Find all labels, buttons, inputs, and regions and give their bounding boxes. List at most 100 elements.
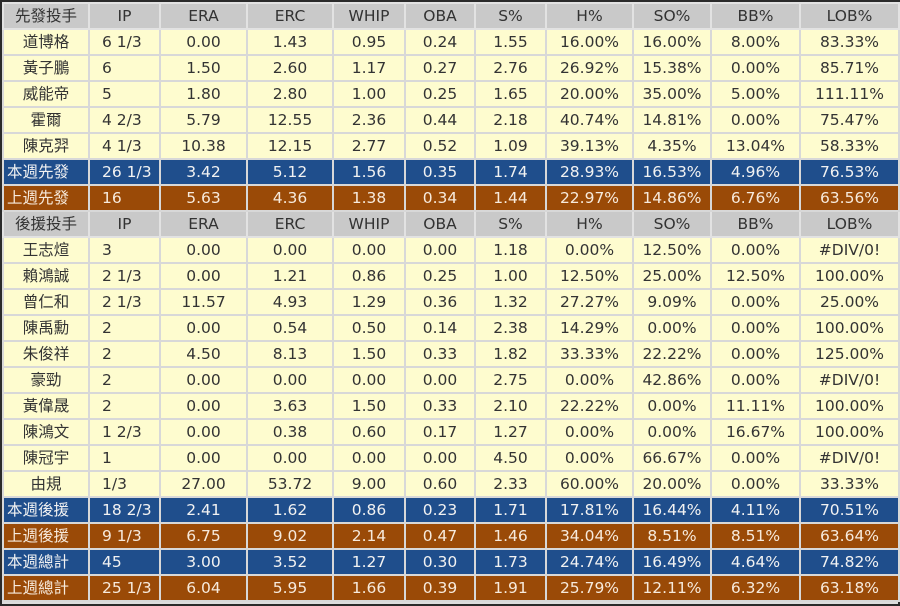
cell-name[interactable]: 上週總計 bbox=[2, 574, 90, 602]
cell-era[interactable]: 6.04 bbox=[159, 574, 248, 602]
column-header-bb-pct[interactable]: BB% bbox=[710, 210, 801, 238]
cell-h-pct[interactable]: 60.00% bbox=[545, 470, 634, 498]
cell-whip[interactable]: 0.86 bbox=[332, 496, 406, 524]
column-header-ip[interactable]: IP bbox=[88, 2, 161, 30]
cell-bb-pct[interactable]: 13.04% bbox=[710, 132, 801, 160]
cell-ip[interactable]: 4 1/3 bbox=[88, 132, 161, 160]
cell-bb-pct[interactable]: 8.00% bbox=[710, 28, 801, 56]
cell-era[interactable]: 0.00 bbox=[159, 236, 248, 264]
cell-h-pct[interactable]: 16.00% bbox=[545, 28, 634, 56]
cell-bb-pct[interactable]: 4.96% bbox=[710, 158, 801, 186]
cell-era[interactable]: 0.00 bbox=[159, 392, 248, 420]
cell-erc[interactable]: 5.12 bbox=[246, 158, 334, 186]
cell-erc[interactable]: 53.72 bbox=[246, 470, 334, 498]
cell-bb-pct[interactable]: 5.00% bbox=[710, 80, 801, 108]
cell-era[interactable]: 3.42 bbox=[159, 158, 248, 186]
cell-s-pct[interactable]: 2.33 bbox=[474, 470, 547, 498]
cell-s-pct[interactable]: 1.09 bbox=[474, 132, 547, 160]
cell-h-pct[interactable]: 20.00% bbox=[545, 80, 634, 108]
cell-whip[interactable]: 0.00 bbox=[332, 236, 406, 264]
cell-ip[interactable]: 6 bbox=[88, 54, 161, 82]
cell-lob-pct[interactable]: 70.51% bbox=[799, 496, 900, 524]
cell-erc[interactable]: 3.63 bbox=[246, 392, 334, 420]
column-header-era[interactable]: ERA bbox=[159, 210, 248, 238]
column-header-name[interactable]: 後援投手 bbox=[2, 210, 90, 238]
cell-name[interactable]: 陳冠宇 bbox=[2, 444, 90, 472]
cell-so-pct[interactable]: 16.00% bbox=[632, 28, 712, 56]
cell-name[interactable]: 王志煊 bbox=[2, 236, 90, 264]
cell-ip[interactable]: 1/3 bbox=[88, 470, 161, 498]
cell-erc[interactable]: 1.43 bbox=[246, 28, 334, 56]
cell-h-pct[interactable]: 14.29% bbox=[545, 314, 634, 342]
cell-lob-pct[interactable]: 100.00% bbox=[799, 418, 900, 446]
cell-bb-pct[interactable]: 12.50% bbox=[710, 262, 801, 290]
cell-name[interactable]: 由規 bbox=[2, 470, 90, 498]
cell-so-pct[interactable]: 25.00% bbox=[632, 262, 712, 290]
cell-so-pct[interactable]: 15.38% bbox=[632, 54, 712, 82]
cell-erc[interactable]: 5.95 bbox=[246, 574, 334, 602]
cell-name[interactable]: 威能帝 bbox=[2, 80, 90, 108]
cell-oba[interactable]: 0.00 bbox=[404, 236, 476, 264]
column-header-oba[interactable]: OBA bbox=[404, 2, 476, 30]
cell-name[interactable]: 上週後援 bbox=[2, 522, 90, 550]
cell-ip[interactable]: 3 bbox=[88, 236, 161, 264]
cell-s-pct[interactable]: 1.71 bbox=[474, 496, 547, 524]
cell-erc[interactable]: 12.55 bbox=[246, 106, 334, 134]
cell-s-pct[interactable]: 1.18 bbox=[474, 236, 547, 264]
cell-oba[interactable]: 0.24 bbox=[404, 28, 476, 56]
cell-s-pct[interactable]: 1.44 bbox=[474, 184, 547, 212]
cell-s-pct[interactable]: 1.74 bbox=[474, 158, 547, 186]
cell-so-pct[interactable]: 20.00% bbox=[632, 470, 712, 498]
cell-so-pct[interactable]: 35.00% bbox=[632, 80, 712, 108]
cell-so-pct[interactable]: 12.11% bbox=[632, 574, 712, 602]
cell-h-pct[interactable]: 22.97% bbox=[545, 184, 634, 212]
cell-ip[interactable]: 2 1/3 bbox=[88, 262, 161, 290]
cell-name[interactable]: 霍爾 bbox=[2, 106, 90, 134]
cell-bb-pct[interactable]: 16.67% bbox=[710, 418, 801, 446]
cell-h-pct[interactable]: 27.27% bbox=[545, 288, 634, 316]
cell-ip[interactable]: 2 bbox=[88, 314, 161, 342]
cell-ip[interactable]: 2 bbox=[88, 340, 161, 368]
cell-oba[interactable]: 0.00 bbox=[404, 366, 476, 394]
cell-whip[interactable]: 0.86 bbox=[332, 262, 406, 290]
cell-so-pct[interactable]: 16.53% bbox=[632, 158, 712, 186]
cell-ip[interactable]: 45 bbox=[88, 548, 161, 576]
cell-name[interactable]: 豪勁 bbox=[2, 366, 90, 394]
cell-ip[interactable]: 18 2/3 bbox=[88, 496, 161, 524]
cell-name[interactable]: 本週後援 bbox=[2, 496, 90, 524]
cell-oba[interactable]: 0.44 bbox=[404, 106, 476, 134]
cell-h-pct[interactable]: 12.50% bbox=[545, 262, 634, 290]
column-header-h-pct[interactable]: H% bbox=[545, 2, 634, 30]
cell-oba[interactable]: 0.35 bbox=[404, 158, 476, 186]
cell-bb-pct[interactable]: 4.11% bbox=[710, 496, 801, 524]
cell-lob-pct[interactable]: #DIV/0! bbox=[799, 366, 900, 394]
cell-era[interactable]: 1.80 bbox=[159, 80, 248, 108]
cell-lob-pct[interactable]: #DIV/0! bbox=[799, 444, 900, 472]
cell-so-pct[interactable]: 4.35% bbox=[632, 132, 712, 160]
cell-oba[interactable]: 0.33 bbox=[404, 340, 476, 368]
column-header-oba[interactable]: OBA bbox=[404, 210, 476, 238]
cell-s-pct[interactable]: 1.65 bbox=[474, 80, 547, 108]
cell-s-pct[interactable]: 2.10 bbox=[474, 392, 547, 420]
cell-lob-pct[interactable]: 33.33% bbox=[799, 470, 900, 498]
cell-ip[interactable]: 2 1/3 bbox=[88, 288, 161, 316]
cell-ip[interactable]: 25 1/3 bbox=[88, 574, 161, 602]
column-header-erc[interactable]: ERC bbox=[246, 210, 334, 238]
cell-ip[interactable]: 2 bbox=[88, 392, 161, 420]
cell-bb-pct[interactable]: 4.64% bbox=[710, 548, 801, 576]
cell-era[interactable]: 0.00 bbox=[159, 28, 248, 56]
cell-era[interactable]: 3.00 bbox=[159, 548, 248, 576]
column-header-lob-pct[interactable]: LOB% bbox=[799, 210, 900, 238]
cell-so-pct[interactable]: 8.51% bbox=[632, 522, 712, 550]
cell-whip[interactable]: 2.77 bbox=[332, 132, 406, 160]
cell-h-pct[interactable]: 33.33% bbox=[545, 340, 634, 368]
cell-whip[interactable]: 0.60 bbox=[332, 418, 406, 446]
cell-h-pct[interactable]: 28.93% bbox=[545, 158, 634, 186]
cell-erc[interactable]: 8.13 bbox=[246, 340, 334, 368]
cell-erc[interactable]: 0.38 bbox=[246, 418, 334, 446]
cell-s-pct[interactable]: 2.38 bbox=[474, 314, 547, 342]
cell-whip[interactable]: 0.00 bbox=[332, 366, 406, 394]
cell-lob-pct[interactable]: #DIV/0! bbox=[799, 236, 900, 264]
cell-whip[interactable]: 1.27 bbox=[332, 548, 406, 576]
cell-erc[interactable]: 0.54 bbox=[246, 314, 334, 342]
